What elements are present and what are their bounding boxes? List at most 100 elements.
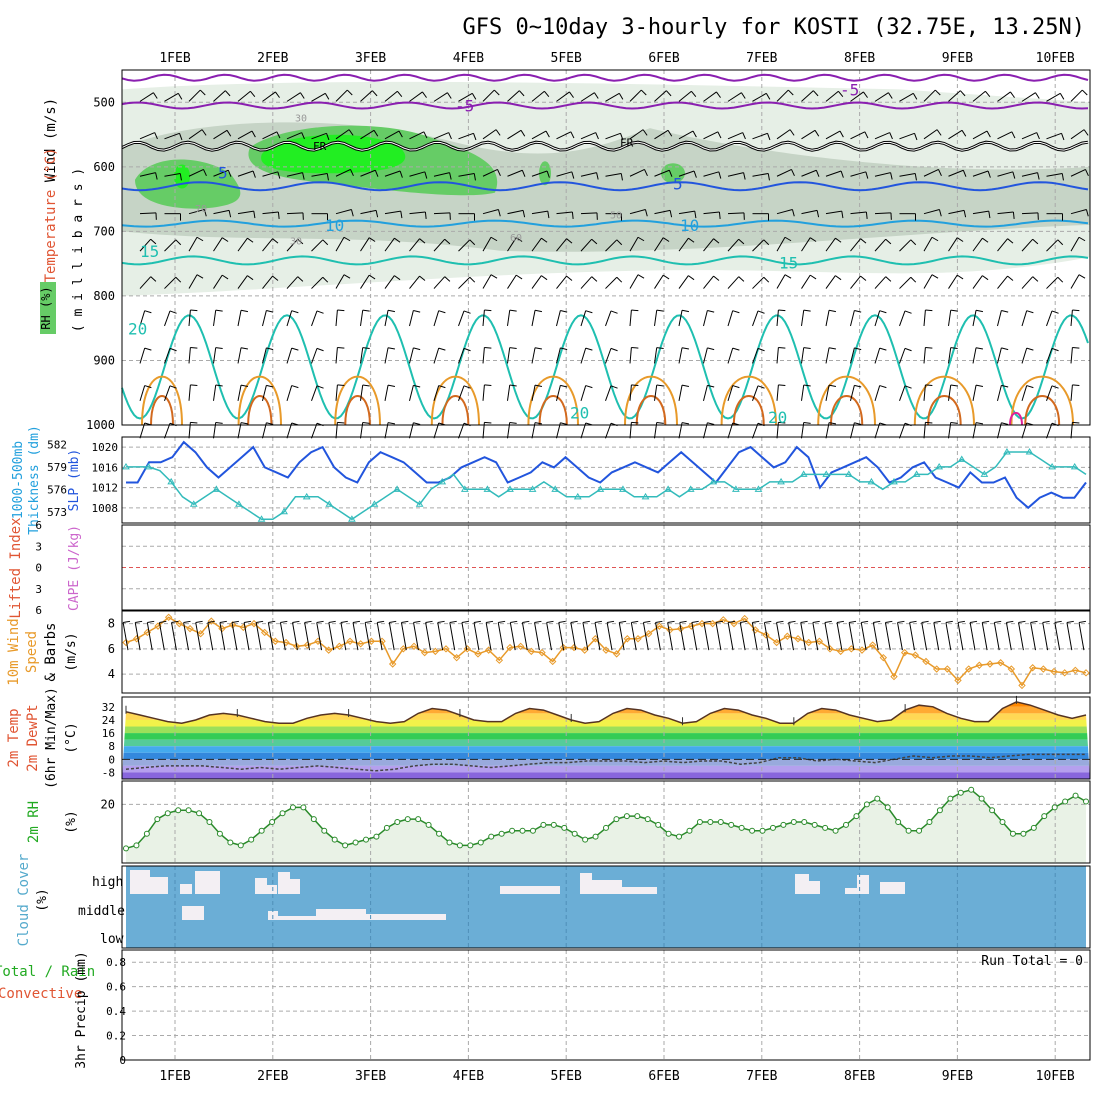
surface-wind-barb [836,620,845,651]
barb-flag [473,173,476,181]
barb-shaft [752,172,769,177]
barb-shaft [122,622,129,651]
thickness-marker [641,492,650,500]
barb-shaft [972,347,977,364]
barb-shaft [850,238,861,252]
upper-wind-barb [923,169,942,177]
upper-wind-barb [801,129,820,140]
barb-flag [594,620,603,624]
upper-wind-barb [213,129,232,140]
upper-wind-barb [164,347,177,364]
rh-area [126,789,1086,863]
ylabel-thickness-units: Thickness (dm) [27,425,42,535]
barb-flag [387,309,396,313]
barb-flag [225,90,231,97]
barb-shaft [972,237,983,252]
barb-shaft [872,622,879,651]
surface-wind-barb [739,620,748,651]
upper-wind-barb [237,347,249,364]
barb-flag [616,239,623,246]
barb-shaft [899,423,906,439]
barb-flag [1078,236,1086,242]
barb-shaft [752,348,759,364]
barb-shaft [433,212,451,215]
barb-flag [154,132,158,140]
upper-wind-barb [703,309,715,327]
barb-shaft [678,385,683,401]
barb-shaft [1021,212,1039,215]
barb-flag [778,421,786,424]
barb-shaft [556,171,573,177]
barb-shaft [606,622,613,651]
upper-wind-barb [1046,276,1064,289]
barb-flag [640,89,647,96]
barb-flag [1072,384,1080,387]
barb-flag [348,129,354,136]
surface-wind-barb [1042,620,1050,651]
isotherm-25 [430,375,480,426]
barb-shaft [630,622,637,651]
barb-shaft [458,385,465,402]
barb-flag [757,385,765,389]
surface-wind-barb [340,620,348,651]
surface-wind-barb [255,620,264,651]
upper-wind-barb [556,91,574,102]
wind-speed-line [125,616,1087,687]
barb-flag [1034,92,1040,99]
barb-flag [484,421,492,424]
barb-shaft [727,172,744,177]
barb-flag [179,173,182,181]
upper-wind-barb [213,309,223,327]
barb-flag [904,347,912,352]
barb-shaft [727,92,742,102]
ylabel-2m-temp: 2m Temp [6,708,22,767]
barb-flag [914,133,918,141]
barb-shaft [531,385,536,401]
barb-flag [740,620,748,624]
barb-flag [925,309,933,312]
barb-flag [498,620,506,624]
label-10-b: 10 [680,216,699,235]
barb-flag [215,309,223,312]
rh-marker [989,807,996,814]
barb-shaft [213,237,223,252]
barb-flag [534,347,543,350]
surface-wind-barb [691,620,699,651]
thickness-marker [212,485,221,492]
barb-flag [446,92,452,99]
upper-wind-barb [874,92,893,102]
barb-shaft [899,276,912,289]
barb-shaft [703,385,708,401]
barb-flag [135,620,143,624]
barb-flag [337,384,345,387]
barb-flag [1051,385,1059,389]
barb-flag [791,169,795,177]
barb-shaft [874,310,881,327]
barb-flag [982,237,989,243]
barb-flag [1057,239,1064,246]
barb-shaft [923,237,933,252]
barb-flag [268,620,276,624]
cloud-middle [366,914,446,920]
barb-shaft [997,275,1008,289]
barb-shaft [1046,385,1053,402]
wind-speed-marker [772,638,781,647]
barb-shaft [360,169,376,177]
barb-shaft [458,310,465,327]
label-20-c: 20 [768,408,787,427]
upper-wind-barb [825,170,844,178]
upper-wind-barb [556,275,573,289]
upper-wind-barb [703,238,720,252]
barb-shaft [556,238,567,252]
barb-shaft [213,169,229,177]
barb-shaft [629,347,632,364]
upper-wind-barb [997,91,1015,102]
upper-wind-barb [507,384,517,401]
barb-shaft [1046,172,1063,177]
cloud-high [150,877,168,894]
barb-flag [340,620,348,624]
barb-flag [175,239,182,246]
upper-wind-barb [629,169,648,177]
upper-wind-barb [1070,274,1086,289]
rh-marker [1072,792,1079,799]
